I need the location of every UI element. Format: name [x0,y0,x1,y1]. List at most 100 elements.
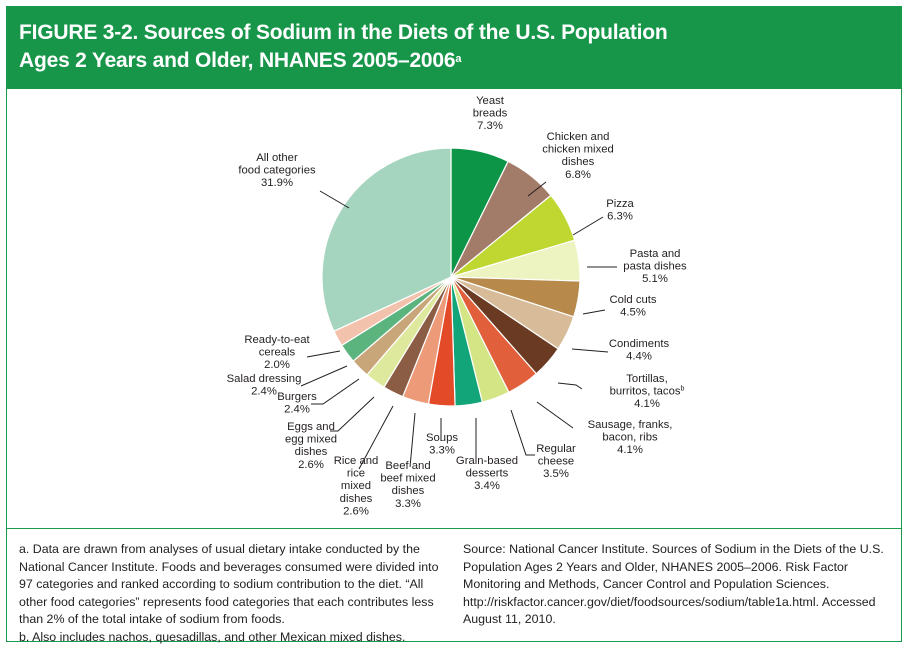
leader-lines [300,181,617,470]
slice-value: 2.4% [284,404,310,416]
slice-label-17: All other food categories 31.9% [238,152,316,189]
leader-line-12 [358,405,394,470]
slice-label-line: Eggs and [287,421,335,433]
slice-label-line: dishes [295,446,328,458]
slice-label-4: Cold cuts 4.5% [609,294,656,319]
slice-label-6: Tortillas, burritos, tacosb 4.1% [610,373,685,410]
slice-value: 3.4% [474,480,500,492]
slice-label-2: Pizza 6.3% [606,198,634,223]
slice-value: 6.3% [607,211,633,223]
source-column: Source: National Cancer Institute. Sourc… [463,541,893,629]
slice-label-line: Tortillas, [626,373,667,385]
slice-label-line: Chicken and [547,131,610,143]
slice-value: 2.0% [264,359,290,371]
slice-label-line: Cold cuts [609,294,656,306]
leader-line-15 [300,365,348,387]
slice-label-line: egg mixed [285,434,337,446]
slice-label-13: Eggs and egg mixed dishes 2.6% [285,421,337,471]
footnotes-panel: a. Data are drawn from analyses of usual… [7,528,901,644]
leader-line-8 [510,409,535,456]
slice-label-line: Regular [536,443,576,455]
slice-label-line: breads [473,108,508,120]
slice-label-line: Grain-based [456,455,518,467]
slice-value: 4.1% [634,398,660,410]
pie-slice-17 [321,147,452,332]
leader-line-16 [306,350,341,358]
slice-label-12: Rice and rice mixed dishes 2.6% [334,455,379,517]
slice-value: 5.1% [642,273,668,285]
slice-label-3: Pasta and pasta dishes 5.1% [623,248,687,285]
slice-label-line: desserts [466,468,509,480]
sodium-pie-chart: Yeast breads 7.3%Chicken and chicken mixed d… [227,95,687,517]
slice-label-line: cereals [259,347,296,359]
slice-label-0: Yeast breads 7.3% [473,95,508,132]
slice-value: 7.3% [477,120,503,132]
slice-label-line: chicken mixed [542,144,614,156]
figure-frame: FIGURE 3-2. Sources of Sodium in the Die… [6,6,902,644]
slice-label-line: Pasta and [630,248,681,260]
source-note: Source: National Cancer Institute. Sourc… [463,542,884,627]
slice-label-line: beef mixed [380,473,435,485]
slice-label-line: Yeast [476,95,505,107]
leader-line-13 [330,396,375,432]
slice-label-line: dishes [562,156,595,168]
slice-label-line: Condiments [609,338,670,350]
slice-label-5: Condiments 4.4% [609,338,670,363]
leader-line-2 [572,216,604,236]
slice-label-line: All other [256,152,298,164]
slice-label-line: mixed [341,480,371,492]
slice-value: 2.4% [251,386,277,398]
slice-value: 31.9% [261,177,293,189]
slice-value: 4.1% [617,444,643,456]
leader-line-4 [582,309,606,315]
slice-label-7: Sausage, franks, bacon, ribs 4.1% [588,419,673,456]
slice-label-line: bacon, ribs [602,432,658,444]
slice-label-line: Salad dressing [227,373,302,385]
slice-label-10: Soups 3.3% [426,432,458,457]
footnote-b: b. Also includes nachos, quesadillas, an… [19,629,406,644]
slice-label-line: dishes [340,493,373,505]
slice-value: 2.6% [298,459,324,471]
slice-value: 3.5% [543,468,569,480]
slice-value: 3.3% [395,498,421,510]
title-line-2-text: Ages 2 Years and Older, NHANES 2005–2006 [19,49,456,72]
slice-label-line: Ready-to-eat [244,334,310,346]
slice-label-9: Grain-based desserts 3.4% [456,455,518,492]
slice-labels: Yeast breads 7.3%Chicken and chicken mixed d… [227,95,687,517]
slice-label-8: Regular cheese 3.5% [536,443,576,480]
slice-label-line: cheese [538,456,574,468]
leader-line-5 [571,348,609,353]
slice-value: 2.6% [343,505,369,517]
slice-label-line: Rice and [334,455,379,467]
leader-line-6 [557,382,583,390]
slice-label-line: food categories [238,165,316,177]
slice-label-14: Burgers 2.4% [277,391,317,416]
leader-line-1 [527,181,547,197]
slice-value: 4.5% [620,307,646,319]
slice-label-line: dishes [392,485,425,497]
leader-line-11 [409,412,416,468]
slice-value: 3.3% [429,445,455,457]
title-footnote-marker: a [455,53,462,65]
leader-line-17 [319,190,350,209]
leader-line-14 [311,378,360,405]
footnotes-column: a. Data are drawn from analyses of usual… [19,541,439,647]
slice-label-line: burritos, tacosb [610,386,685,398]
pie-slices [321,147,581,407]
slice-label-line: Burgers [277,391,317,403]
slice-label-line: pasta dishes [623,261,687,273]
slice-label-line: Soups [426,432,458,444]
slice-label-11: Beef and beef mixed dishes 3.3% [380,460,435,510]
slice-value: 6.8% [565,169,591,181]
footnote-a: a. Data are drawn from analyses of usual… [19,542,439,627]
title-line-1: FIGURE 3-2. Sources of Sodium in the Die… [19,21,668,44]
slice-label-footnote: b [681,386,685,393]
slice-value: 4.4% [626,351,652,363]
slice-label-line: Sausage, franks, [588,419,673,431]
leader-line-7 [536,401,574,429]
title-line-2: Ages 2 Years and Older, NHANES 2005–2006… [19,47,901,75]
slice-label-line: Pizza [606,198,634,210]
slice-label-1: Chicken and chicken mixed dishes 6.8% [542,131,614,181]
figure-header: FIGURE 3-2. Sources of Sodium in the Die… [7,7,901,89]
slice-label-line: Beef and [385,460,430,472]
